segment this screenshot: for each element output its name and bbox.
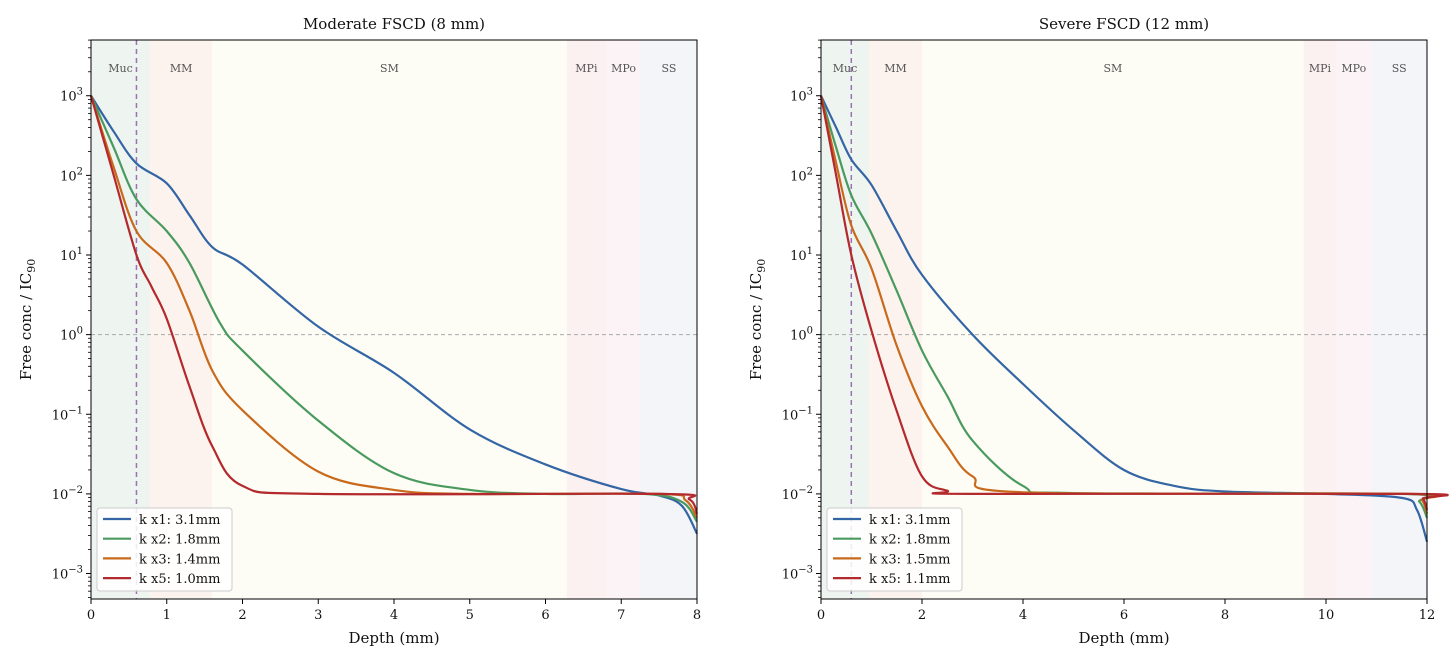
x-tick-label: 4 — [390, 608, 398, 623]
y-tick-label: 102 — [790, 166, 813, 184]
x-tick-label: 6 — [541, 608, 549, 623]
y-tick-label: 101 — [60, 246, 83, 264]
series-line-4 — [89, 95, 699, 515]
legend-label: k x1: 3.1mm — [869, 513, 950, 528]
layer-label-ss: SS — [1392, 62, 1407, 75]
legend-label: k x5: 1.0mm — [139, 572, 220, 587]
y-tick-label: 100 — [790, 326, 813, 344]
x-tick-label: 1 — [163, 608, 171, 623]
x-tick-label: 3 — [314, 608, 322, 623]
layer-label-sm: SM — [380, 62, 399, 75]
layer-band-mpo — [606, 40, 641, 599]
layer-label-mpi: MPi — [575, 62, 598, 75]
x-tick-label: 0 — [87, 608, 95, 623]
series-line-4 — [819, 95, 1449, 511]
layer-label-muc: Muc — [108, 62, 133, 75]
x-tick-label: 12 — [1419, 608, 1436, 623]
layer-band-sm — [922, 40, 1304, 599]
legend-label: k x3: 1.5mm — [869, 552, 950, 567]
layer-label-mpo: MPo — [611, 62, 636, 75]
y-tick-label: 10−2 — [52, 485, 83, 503]
legend-label: k x1: 3.1mm — [139, 513, 220, 528]
layer-label-sm: SM — [1103, 62, 1122, 75]
legend: k x1: 3.1mm k x2: 1.8mm k x3: 1.4mm k x5: 1… — [96, 507, 233, 592]
x-tick-label: 10 — [1318, 608, 1335, 623]
chart-moderate-fscd: Muc MM SM MPi MPo SS 0 1 2 3 4 5 6 7 8 10−3 10−2 10−1 100 1… — [17, 15, 701, 647]
y-tick-label: 102 — [60, 166, 83, 184]
layer-band-mpi — [1303, 40, 1337, 599]
x-tick-label: 4 — [1019, 608, 1027, 623]
y-axis-label: Free conc / IC90 — [17, 259, 38, 381]
y-tick-label: 100 — [60, 326, 83, 344]
x-tick-label: 6 — [1120, 608, 1128, 623]
layer-band-mm — [868, 40, 922, 599]
layer-band-mpo — [1336, 40, 1372, 599]
layer-band-ss — [1371, 40, 1427, 599]
layer-label-mm: MM — [884, 62, 907, 75]
y-tick-label: 10−2 — [782, 485, 813, 503]
y-tick-label: 10−3 — [52, 565, 83, 583]
legend-label: k x3: 1.4mm — [139, 552, 220, 567]
layer-label-muc: Muc — [833, 62, 858, 75]
y-tick-label: 10−1 — [52, 405, 83, 423]
layer-label-mpo: MPo — [1341, 62, 1366, 75]
legend-label: k x5: 1.1mm — [869, 572, 950, 587]
series-line-1 — [820, 95, 1429, 542]
x-tick-label: 2 — [238, 608, 246, 623]
legend-label: k x2: 1.8mm — [139, 533, 220, 548]
x-tick-label: 7 — [617, 608, 625, 623]
x-tick-label: 8 — [1221, 608, 1229, 623]
chart-title: Severe FSCD (12 mm) — [1039, 15, 1209, 33]
x-tick-label: 5 — [466, 608, 474, 623]
y-tick-label: 101 — [790, 246, 813, 264]
y-axis-label: Free conc / IC90 — [747, 259, 768, 381]
layer-band-sm — [212, 40, 567, 599]
layer-band-mm — [150, 40, 213, 599]
x-tick-label: 0 — [817, 608, 825, 623]
y-tick-label: 103 — [60, 87, 83, 105]
layer-label-mpi: MPi — [1309, 62, 1332, 75]
y-tick-label: 103 — [790, 87, 813, 105]
layer-label-mm: MM — [170, 62, 193, 75]
chart-title: Moderate FSCD (8 mm) — [303, 15, 485, 33]
legend: k x1: 3.1mm k x2: 1.8mm k x3: 1.5mm k x5: 1… — [826, 507, 963, 592]
chart-severe-fscd: Muc MM SM MPi MPo SS 0 2 4 6 8 10 12 10−3 10−2 10−1 100 1… — [747, 15, 1449, 647]
x-axis-label: Depth (mm) — [1078, 629, 1169, 647]
layer-band-mpi — [566, 40, 607, 599]
y-tick-label: 10−3 — [782, 565, 813, 583]
legend-label: k x2: 1.8mm — [869, 533, 950, 548]
x-tick-label: 2 — [918, 608, 926, 623]
legend-box — [826, 507, 963, 592]
x-axis-label: Depth (mm) — [348, 629, 439, 647]
legend-box — [96, 507, 233, 592]
x-tick-label: 8 — [693, 608, 701, 623]
layer-label-ss: SS — [662, 62, 677, 75]
y-tick-label: 10−1 — [782, 405, 813, 423]
